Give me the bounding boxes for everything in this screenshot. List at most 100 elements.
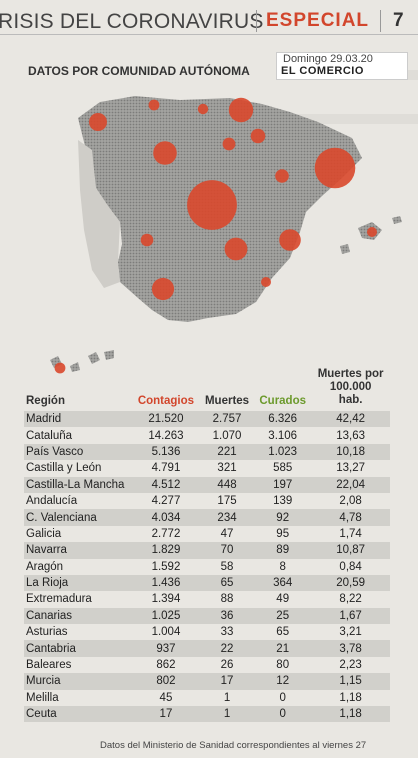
cell-contagios: 1.025 bbox=[132, 607, 200, 625]
cell-rate: 1,15 bbox=[311, 673, 390, 690]
cell-rate: 4,78 bbox=[311, 509, 390, 526]
cell-region: Baleares bbox=[26, 659, 72, 672]
cell-rate: 3,21 bbox=[339, 626, 362, 639]
cell-rate: 2,08 bbox=[339, 495, 362, 508]
cell-curados: 12 bbox=[254, 673, 312, 690]
cell-region: C. Valenciana bbox=[24, 509, 132, 526]
bubble-marker bbox=[250, 128, 266, 144]
table-row: Castilla-La Mancha 4.512 448 197 22,04 bbox=[24, 476, 390, 493]
cell-rate: 20,59 bbox=[311, 574, 390, 592]
cell-contagios: 1.829 bbox=[132, 542, 200, 559]
bubble-marker bbox=[89, 113, 107, 131]
cell-muertes: 65 bbox=[199, 574, 255, 592]
table-row: Cantabria 937 22 21 3,78 bbox=[24, 640, 390, 657]
cell-rate: 10,18 bbox=[311, 443, 390, 461]
header-divider bbox=[256, 10, 257, 32]
cell-muertes: 70 bbox=[199, 542, 255, 559]
cell-muertes: 1.070 bbox=[212, 429, 242, 442]
table-row: Baleares 862 26 80 2,23 bbox=[24, 657, 390, 673]
bubble-marker bbox=[153, 141, 177, 165]
section-label: ESPECIAL bbox=[266, 10, 370, 31]
cell-rate: 1,67 bbox=[311, 607, 390, 625]
bubble-marker bbox=[148, 99, 160, 111]
cell-curados: 8 bbox=[279, 560, 286, 573]
cell-rate: 3,78 bbox=[311, 640, 390, 657]
rate-header-line2: 100.000 bbox=[329, 381, 372, 393]
table-row: La Rioja 1.436 65 364 20,59 bbox=[24, 574, 390, 592]
table-row: Murcia 802 17 12 1,15 bbox=[24, 673, 390, 690]
infographic-subtitle: DATOS POR COMUNIDAD AUTÓNOMA bbox=[28, 64, 250, 78]
cell-curados: 364 bbox=[254, 574, 312, 592]
col-header-contagios: Contagios bbox=[137, 395, 195, 407]
cell-contagios: 45 bbox=[159, 691, 173, 704]
ibiza-shape bbox=[340, 244, 350, 254]
section-title: RISIS DEL CORONAVIRUS bbox=[0, 10, 264, 33]
cell-contagios: 4.277 bbox=[151, 495, 181, 508]
cell-muertes: 17 bbox=[199, 673, 255, 690]
cell-contagios: 4.512 bbox=[132, 476, 200, 493]
cell-contagios: 4.791 bbox=[151, 462, 181, 475]
table-row: Extremadura 1.394 88 49 8,22 bbox=[24, 591, 390, 607]
bubble-marker bbox=[187, 180, 237, 230]
bubble-marker bbox=[222, 137, 236, 151]
cell-region: Extremadura bbox=[26, 593, 92, 606]
cell-curados: 89 bbox=[254, 542, 312, 559]
cell-contagios: 1.592 bbox=[151, 560, 181, 573]
table-row: Navarra 1.829 70 89 10,87 bbox=[24, 542, 390, 559]
publication-date: Domingo 29.03.20 bbox=[283, 53, 373, 65]
cell-contagios: 1.394 bbox=[151, 593, 181, 606]
footnote: Datos del Ministerio de Sanidad correspo… bbox=[100, 740, 367, 751]
cell-contagios: 4.034 bbox=[132, 509, 200, 526]
table-row: Andalucía 4.277 175 139 2,08 bbox=[24, 493, 390, 509]
cell-region: Castilla-La Mancha bbox=[24, 476, 132, 493]
rate-header-line1: Muertes por bbox=[317, 368, 384, 380]
bubble-layer bbox=[54, 97, 377, 374]
portugal-shape bbox=[78, 140, 120, 288]
cell-region: Castilla y León bbox=[26, 462, 102, 475]
table-row: Asturias 1.004 33 65 3,21 bbox=[24, 624, 390, 640]
cell-curados: 0 bbox=[254, 706, 312, 723]
col-header-region: Región bbox=[26, 395, 65, 407]
cell-muertes: 234 bbox=[199, 509, 255, 526]
col-header-rate: Muertes por 100.000 hab. bbox=[311, 368, 390, 411]
cell-region: Cataluña bbox=[26, 429, 73, 442]
cell-region: Ceuta bbox=[24, 706, 132, 723]
cell-contagios: 14.263 bbox=[148, 429, 184, 442]
header-divider bbox=[380, 10, 381, 32]
cell-muertes: 448 bbox=[199, 476, 255, 493]
table-row: Madrid 21.520 2.757 6.326 42,42 bbox=[24, 411, 390, 428]
table-header-row: Región Contagios Muertes Curados Muertes… bbox=[24, 368, 390, 411]
cell-region: Navarra bbox=[24, 542, 132, 559]
cell-muertes: 33 bbox=[220, 626, 234, 639]
cell-curados: 197 bbox=[254, 476, 312, 493]
cell-curados: 49 bbox=[276, 593, 290, 606]
cell-region: La Rioja bbox=[24, 574, 132, 592]
cell-region: Cantabria bbox=[24, 640, 132, 657]
table-row: Canarias 1.025 36 25 1,67 bbox=[24, 607, 390, 625]
cell-muertes: 1 bbox=[199, 706, 255, 723]
cell-rate: 10,87 bbox=[311, 542, 390, 559]
cell-region: Madrid bbox=[24, 411, 132, 428]
data-table: Región Contagios Muertes Curados Muertes… bbox=[24, 368, 390, 723]
cell-region: Aragón bbox=[26, 560, 64, 573]
cell-muertes: 47 bbox=[220, 527, 234, 540]
cell-muertes: 58 bbox=[220, 560, 234, 573]
cell-rate: 42,42 bbox=[311, 411, 390, 428]
table-row: Aragón 1.592 58 8 0,84 bbox=[24, 559, 390, 575]
cell-curados: 1.023 bbox=[254, 443, 312, 461]
table-row: C. Valenciana 4.034 234 92 4,78 bbox=[24, 509, 390, 526]
cell-contagios: 937 bbox=[132, 640, 200, 657]
cell-rate: 2,23 bbox=[339, 659, 362, 672]
cell-contagios: 862 bbox=[156, 659, 176, 672]
date-box: Domingo 29.03.20 EL COMERCIO bbox=[276, 52, 408, 80]
cell-rate: 1,74 bbox=[339, 527, 362, 540]
table-row: Melilla 45 1 0 1,18 bbox=[24, 690, 390, 706]
col-header-curados: Curados bbox=[259, 395, 307, 407]
cell-contagios: 2.772 bbox=[151, 527, 181, 540]
cell-curados: 25 bbox=[254, 607, 312, 625]
cell-muertes: 321 bbox=[217, 462, 237, 475]
bubble-marker bbox=[140, 233, 154, 247]
cell-region: Asturias bbox=[26, 626, 68, 639]
cell-curados: 3.106 bbox=[268, 429, 298, 442]
table-row: Ceuta 17 1 0 1,18 bbox=[24, 706, 390, 723]
